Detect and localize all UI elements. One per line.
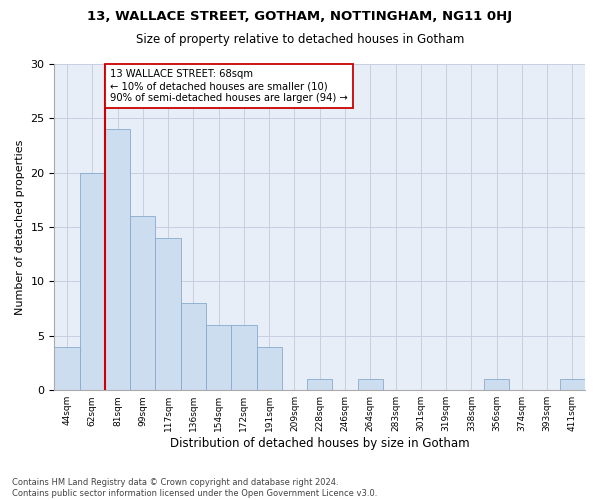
Bar: [130, 216, 155, 390]
Text: Contains HM Land Registry data © Crown copyright and database right 2024.
Contai: Contains HM Land Registry data © Crown c…: [12, 478, 377, 498]
Bar: [307, 380, 332, 390]
Bar: [155, 238, 181, 390]
Bar: [181, 303, 206, 390]
Bar: [358, 380, 383, 390]
Bar: [105, 129, 130, 390]
X-axis label: Distribution of detached houses by size in Gotham: Distribution of detached houses by size …: [170, 437, 470, 450]
Text: 13, WALLACE STREET, GOTHAM, NOTTINGHAM, NG11 0HJ: 13, WALLACE STREET, GOTHAM, NOTTINGHAM, …: [88, 10, 512, 23]
Bar: [80, 172, 105, 390]
Bar: [484, 380, 509, 390]
Bar: [257, 346, 282, 390]
Y-axis label: Number of detached properties: Number of detached properties: [15, 140, 25, 315]
Bar: [55, 346, 80, 390]
Text: 13 WALLACE STREET: 68sqm
← 10% of detached houses are smaller (10)
90% of semi-d: 13 WALLACE STREET: 68sqm ← 10% of detach…: [110, 70, 348, 102]
Text: Size of property relative to detached houses in Gotham: Size of property relative to detached ho…: [136, 32, 464, 46]
Bar: [231, 325, 257, 390]
Bar: [206, 325, 231, 390]
Bar: [560, 380, 585, 390]
